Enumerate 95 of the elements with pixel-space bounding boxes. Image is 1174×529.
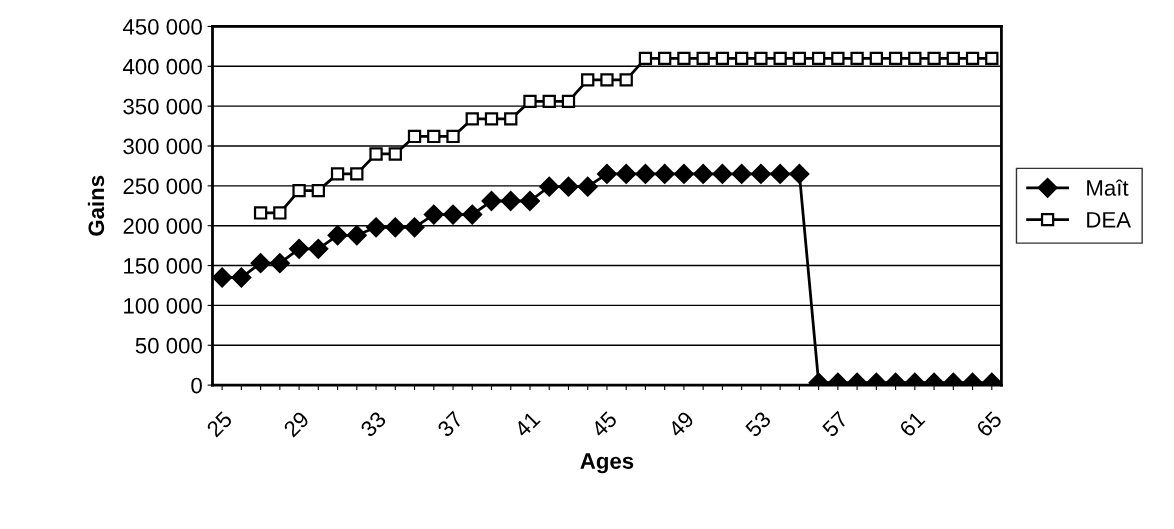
x-tick-label: 65 bbox=[975, 410, 1003, 438]
y-tick-label: 250 000 bbox=[123, 178, 202, 195]
point bbox=[561, 94, 576, 109]
point bbox=[673, 163, 694, 184]
point bbox=[888, 51, 903, 65]
y-tick-label: 300 000 bbox=[123, 138, 202, 155]
point bbox=[731, 163, 752, 184]
x-tick-label: 25 bbox=[205, 410, 233, 438]
point bbox=[542, 94, 556, 109]
point bbox=[577, 176, 598, 197]
legend-label: Maît bbox=[1087, 179, 1129, 196]
point bbox=[308, 238, 329, 259]
point bbox=[388, 147, 402, 161]
point bbox=[789, 163, 810, 184]
point bbox=[581, 73, 595, 87]
point bbox=[292, 183, 306, 198]
point bbox=[715, 51, 730, 65]
point bbox=[539, 176, 560, 197]
point bbox=[484, 112, 499, 126]
point bbox=[908, 51, 922, 65]
point bbox=[269, 253, 290, 274]
x-tick-label: 33 bbox=[359, 410, 387, 438]
point bbox=[946, 51, 960, 65]
point bbox=[520, 191, 540, 211]
x-tick-label: 61 bbox=[898, 410, 926, 438]
x-tick-label: 57 bbox=[821, 410, 849, 438]
point bbox=[985, 51, 999, 65]
point bbox=[965, 51, 980, 65]
point bbox=[712, 163, 733, 184]
point bbox=[423, 204, 444, 225]
point bbox=[638, 51, 653, 65]
point bbox=[600, 73, 614, 87]
point bbox=[831, 51, 845, 65]
legend-label: DEA bbox=[1087, 212, 1132, 228]
point bbox=[616, 163, 637, 184]
point bbox=[462, 204, 483, 225]
point bbox=[289, 238, 310, 259]
point bbox=[927, 51, 941, 65]
point bbox=[754, 51, 768, 65]
x-tick-label: 37 bbox=[436, 410, 464, 438]
point bbox=[311, 183, 325, 198]
y-tick-label: 100 000 bbox=[124, 297, 202, 314]
x-axis-title: Ages bbox=[580, 453, 634, 474]
point bbox=[366, 217, 386, 238]
point bbox=[750, 163, 771, 184]
point bbox=[734, 51, 749, 65]
point bbox=[385, 217, 406, 238]
point bbox=[693, 163, 714, 184]
point bbox=[253, 206, 268, 220]
y-tick-label: 50 000 bbox=[135, 337, 202, 354]
point bbox=[481, 191, 502, 211]
x-tick-label: 49 bbox=[667, 410, 695, 439]
point bbox=[327, 225, 348, 246]
point bbox=[330, 167, 345, 181]
y-axis-title: Gains bbox=[87, 175, 105, 236]
point bbox=[407, 129, 422, 144]
y-tick-label: 400 000 bbox=[122, 58, 202, 75]
x-tick-label: 29 bbox=[282, 410, 310, 438]
point bbox=[677, 51, 691, 65]
point bbox=[619, 73, 633, 87]
y-tick-label: 200 000 bbox=[123, 218, 202, 234]
point bbox=[404, 217, 425, 238]
point bbox=[696, 51, 710, 65]
point bbox=[231, 267, 252, 288]
point bbox=[446, 129, 460, 144]
point bbox=[792, 51, 807, 65]
point bbox=[500, 191, 521, 211]
point bbox=[523, 94, 537, 109]
point bbox=[212, 267, 233, 288]
point bbox=[273, 206, 287, 220]
point bbox=[869, 51, 884, 65]
y-tick-label: 0 bbox=[191, 377, 202, 394]
point bbox=[773, 51, 787, 65]
point bbox=[346, 225, 367, 246]
x-tick-label: 45 bbox=[590, 410, 618, 439]
point bbox=[811, 51, 826, 65]
x-tick-label: 53 bbox=[744, 410, 772, 438]
point bbox=[635, 163, 656, 184]
point bbox=[654, 163, 675, 184]
point bbox=[369, 147, 383, 161]
point bbox=[504, 112, 518, 126]
point bbox=[558, 176, 579, 197]
point bbox=[350, 167, 364, 181]
y-tick-label: 150 000 bbox=[124, 258, 202, 274]
point bbox=[597, 163, 617, 184]
point bbox=[658, 51, 672, 65]
x-tick-label: 41 bbox=[513, 410, 541, 438]
point bbox=[427, 129, 441, 144]
point bbox=[850, 51, 864, 65]
y-tick-label: 350 000 bbox=[123, 98, 202, 115]
point bbox=[250, 253, 271, 274]
point bbox=[465, 112, 479, 126]
y-tick-label: 450 000 bbox=[122, 18, 202, 35]
point bbox=[770, 163, 791, 184]
point bbox=[443, 204, 463, 225]
